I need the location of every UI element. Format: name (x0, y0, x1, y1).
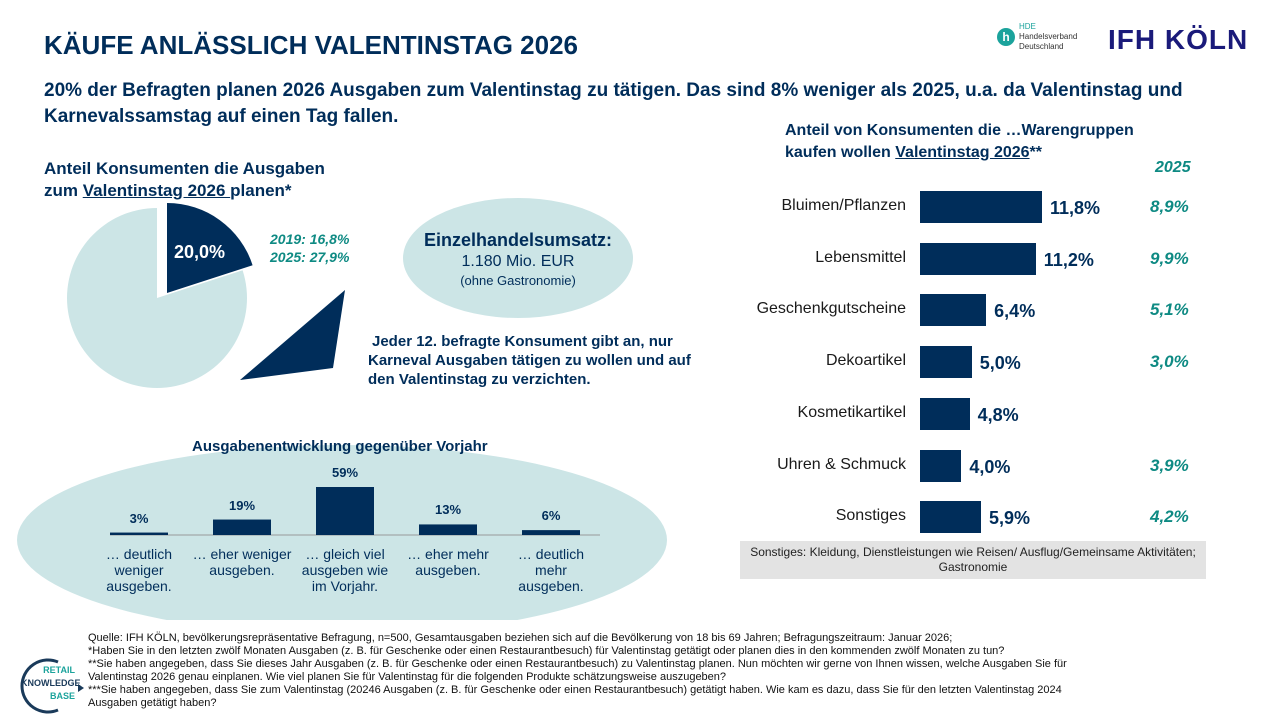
footnote: ***Sie haben angegeben, dass Sie zum Val… (88, 684, 1062, 709)
page-subtitle: 20% der Befragten planen 2026 Ausgaben z… (44, 80, 1183, 127)
pie-compare-2019: 2019: 16,8% (270, 231, 350, 247)
page-title: KÄUFE ANLÄSSLICH VALENTINSTAG 2026 (44, 30, 579, 60)
category-value-label: 6,4% (994, 301, 1036, 321)
category-label: Bluimen/Pflanzen (781, 197, 906, 214)
category-value-label: 4,0% (969, 457, 1011, 477)
category-value-label: 5,9% (989, 508, 1031, 528)
footnotes: Quelle: IFH KÖLN, bevölkerungsrepräsenta… (88, 632, 1088, 710)
category-bar (920, 398, 970, 430)
category-bar (920, 191, 1042, 223)
category-value-label: 4,8% (977, 405, 1019, 425)
revenue-box: Einzelhandelsumsatz: 1.180 Mio. EUR (ohn… (403, 230, 633, 288)
category-label: Lebensmittel (815, 249, 906, 266)
spending-chart-title: Ausgabenentwicklung gegenüber Vorjahr (192, 438, 488, 455)
revenue-ellipse (403, 198, 633, 318)
category-title-underlined: Valentinstag 2026 (895, 144, 1030, 161)
category-value-label: 11,8% (1050, 198, 1101, 218)
spending-category-label: … gleich viel ausgeben wie im Vorjahr. (301, 546, 389, 594)
category-compare-2025: 3,9% (1150, 456, 1189, 475)
category-bar (920, 346, 972, 378)
pie-heading-text: zum (44, 181, 83, 200)
category-title-stars: ** (1029, 144, 1042, 161)
category-compare-2025: 9,9% (1150, 249, 1189, 268)
category-title-line1: Anteil von Konsumenten die …Warengruppen (785, 122, 1134, 139)
spending-category-label: … deutlich mehr ausgeben. (517, 546, 585, 594)
spending-value-label: 13% (434, 502, 462, 518)
category-note: Sonstiges: Kleidung, Dienstleistungen wi… (740, 541, 1206, 579)
category-bar (920, 243, 1036, 275)
footnote: Quelle: IFH KÖLN, bevölkerungsrepräsenta… (88, 632, 953, 644)
spending-value-label: 3% (129, 510, 149, 526)
callout-triangle (240, 290, 345, 380)
category-compare-2025: 5,1% (1150, 300, 1189, 319)
pie-heading-underlined: Valentinstag 2026 (82, 181, 231, 200)
revenue-value: 1.180 Mio. EUR (461, 253, 575, 270)
category-bar (920, 294, 987, 326)
category-chart-title: Anteil von Konsumenten die …Warengruppen… (785, 120, 1134, 164)
spending-bar (110, 532, 168, 535)
revenue-note: (ohne Gastronomie) (460, 273, 576, 288)
hde-logo-icon: h (997, 28, 1015, 46)
category-bar (920, 501, 981, 533)
category-label: Sonstiges (835, 507, 906, 524)
category-label: Geschenkgutscheine (756, 300, 906, 317)
spending-category-label: … eher mehr ausgeben. (407, 546, 489, 578)
hde-logo: h HDE Handelsverband Deutschland (997, 22, 1089, 52)
category-label: Dekoartikel (825, 352, 906, 369)
category-bar (920, 450, 962, 482)
pie-value-label: 20,0% (174, 242, 226, 262)
spending-bar (522, 530, 580, 535)
spending-bar (316, 487, 374, 535)
spending-category-label: … eher weniger ausgeben. (192, 546, 292, 578)
pie-compare: 2019: 16,8% 2025: 27,9% (270, 230, 349, 266)
pie-heading: Anteil Konsumenten die Ausgaben zum Vale… (44, 158, 325, 202)
category-label: Uhren & Schmuck (777, 456, 906, 473)
category-label: Kosmetikartikel (797, 404, 906, 421)
pie-slice-value (167, 203, 253, 293)
category-compare-2025: 3,0% (1150, 352, 1189, 371)
compare-year-header: 2025 (1155, 159, 1191, 176)
spending-value-label: 59% (331, 465, 359, 480)
spending-bar (419, 524, 477, 535)
category-title-text: kaufen wollen (785, 144, 896, 161)
karneval-note: Jeder 12. befragte Konsument gibt an, nu… (368, 333, 691, 388)
footnote: *Haben Sie in den letzten zwölf Monaten … (88, 645, 1005, 657)
spending-value-label: 19% (228, 497, 256, 513)
pie-heading-line1: Anteil Konsumenten die Ausgaben (44, 159, 325, 178)
pie-compare-2025: 2025: 27,9% (270, 249, 350, 265)
category-value-label: 11,2% (1043, 250, 1094, 270)
revenue-title: Einzelhandelsumsatz: (423, 230, 613, 250)
ifh-logo: IFH KÖLN (1108, 24, 1249, 55)
pie-heading-text2: planen* (230, 181, 292, 200)
rkb-logo: RETAIL KNOWLEDGE BASE (18, 658, 88, 714)
spending-category-label: … deutlich weniger ausgeben. (105, 546, 173, 594)
category-value-label: 5,0% (979, 353, 1021, 373)
spending-bar (213, 519, 271, 535)
spending-value-label: 6% (541, 508, 561, 524)
pie-graphics (17, 198, 667, 620)
category-compare-2025: 8,9% (1150, 197, 1189, 216)
footnote: **Sie haben angegeben, dass Sie dieses J… (88, 658, 1067, 683)
category-compare-2025: 4,2% (1150, 507, 1189, 526)
pie-slice-rest (67, 208, 248, 389)
